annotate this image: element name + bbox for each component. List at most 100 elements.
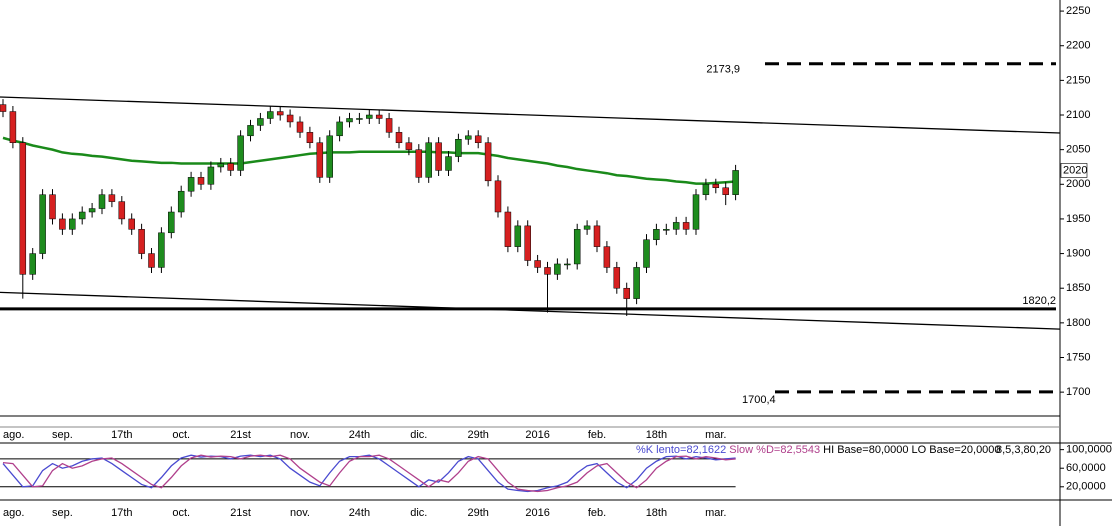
candle-body [9,111,17,143]
price-level-label: 2173,9 [706,64,740,76]
candle-body [494,180,502,213]
y-tick-label: 2050 [1066,144,1090,156]
candle-body [138,229,145,254]
candle-body [663,229,670,231]
candle-body [296,121,304,133]
candle-body [267,111,274,119]
candle-body [593,225,601,247]
candle-body [29,253,36,275]
candle-body [692,194,700,230]
candle-body [346,118,353,123]
candle-body [573,229,581,265]
y-tick-label: 100,0000 [1066,444,1112,456]
candle-body [623,287,630,299]
x-tick-label: 2016 [525,507,549,519]
candle-body [286,114,294,123]
candle-body [514,225,522,247]
x-tick-label: oct. [172,429,190,441]
candle-body [455,139,462,157]
candle-body [247,125,254,137]
y-tick-label: 60,0000 [1066,462,1106,474]
candle-body [425,142,432,178]
x-tick-label: 29th [467,429,488,441]
candle-body [98,194,106,209]
x-tick-label: 24th [349,507,370,519]
candle-body [0,104,7,112]
candle-body [128,218,135,230]
candle-body [445,156,452,171]
candle-body [158,232,165,268]
y-tick-label: 2000 [1066,178,1090,190]
candle-body [484,142,492,182]
candle-body [257,118,264,126]
candle-body [395,132,403,143]
candle-body [702,184,710,195]
candle-body [712,184,720,189]
x-tick-label: nov. [290,429,310,441]
x-tick-label: sep. [52,507,73,519]
x-tick-label: sep. [52,429,73,441]
candle-body [69,218,76,230]
candle-body [653,229,660,240]
y-tick-label: 2200 [1066,40,1090,52]
x-tick-label: feb. [588,429,606,441]
y-tick-label: 20,0000 [1066,481,1106,493]
x-tick-label: 17th [111,507,132,519]
price-level-label: 1820,2 [1022,295,1056,307]
candle-body [732,170,739,195]
candle-body [316,142,324,178]
candle-body [682,222,690,230]
candle-body [108,194,116,202]
candle-body [306,132,314,143]
x-tick-label: oct. [172,507,190,519]
candle-body [148,253,155,268]
candle-body [168,211,175,234]
candle-body [237,135,244,171]
candle-body [544,267,551,275]
y-tick-label: 1800 [1066,317,1090,329]
trendline [0,291,1061,330]
candle-body [524,225,531,261]
candle-body [366,114,373,119]
candle-body [415,149,423,178]
candle-body [603,246,611,268]
candle-body [88,208,96,213]
x-tick-label: feb. [588,507,606,519]
candle-body [435,142,442,171]
y-tick-label: 1950 [1066,213,1090,225]
candle-body [177,190,185,213]
legend: %K lento=82,1622 Slow %D=82,5543 HI Base… [636,444,1001,456]
x-tick-label: mar. [705,507,726,519]
candle-body [336,121,343,137]
candle-body [59,218,66,230]
candle-body [643,239,650,268]
x-tick-label: nov. [290,507,310,519]
legend-entry: %K lento=82,1622 [636,444,726,456]
last-price-box [1060,163,1088,178]
x-tick-label: 21st [230,429,251,441]
candle-body [504,211,512,247]
candle-body [375,114,383,119]
legend-entry: Slow %D=82,5543 [729,444,820,456]
candle-body [465,135,472,140]
candle-body [385,118,393,133]
y-tick-label: 1900 [1066,247,1090,259]
y-tick-label: 2100 [1066,109,1090,121]
oscillator-line [2,454,736,493]
candle-body [534,260,541,268]
x-tick-label: 2016 [525,429,549,441]
x-tick-label: mar. [705,429,726,441]
legend-entry: HI Base=80,0000 [823,444,908,456]
candle-body [554,263,561,275]
indicator-params: 8,5,3,80,20 [996,444,1051,456]
candle-body [474,135,482,143]
x-tick-label: 24th [349,429,370,441]
candle-body [19,142,27,275]
candle-body [227,163,234,171]
candle-body [187,177,195,192]
candle-body [276,111,284,116]
y-tick-label: 2250 [1066,5,1090,17]
x-tick-label: 21st [230,507,251,519]
x-tick-label: dic. [410,507,427,519]
